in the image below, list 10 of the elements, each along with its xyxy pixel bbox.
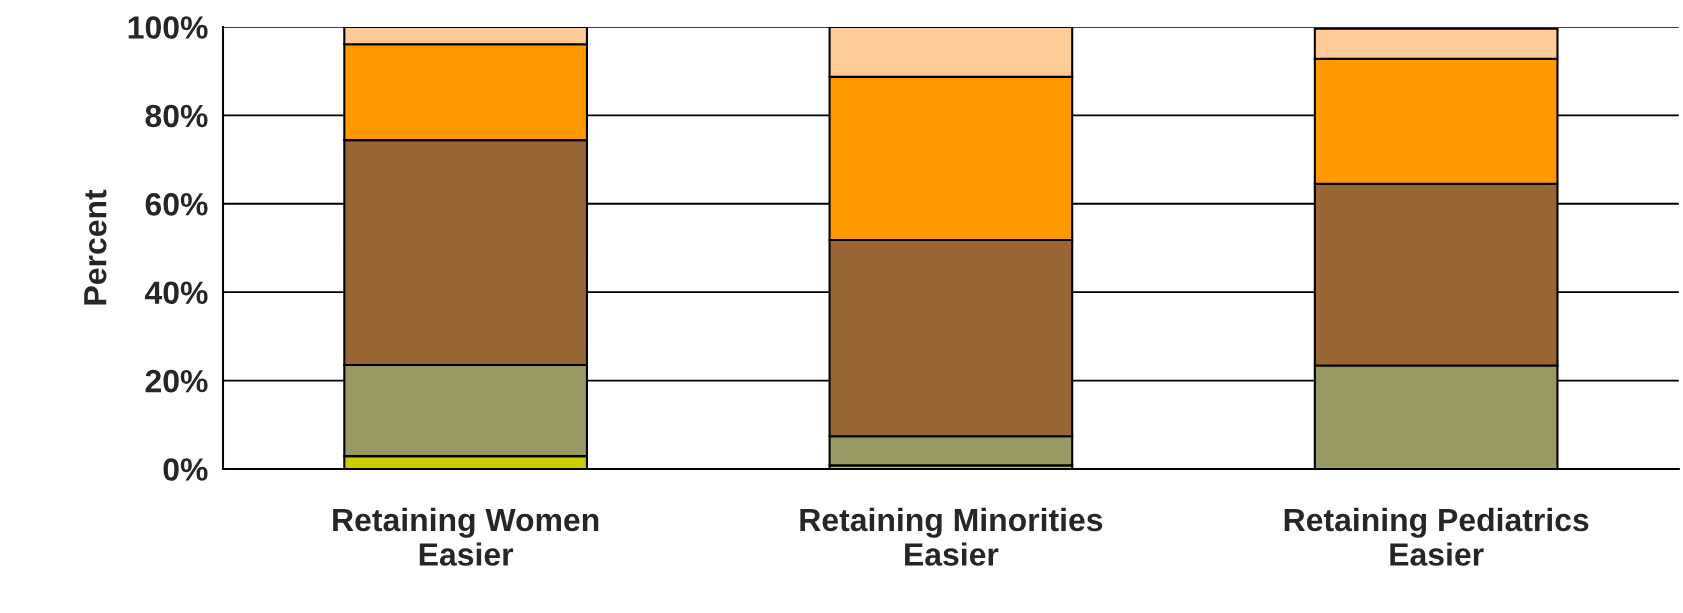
y-tick-label: 80% <box>145 104 208 128</box>
y-tick-label: 0% <box>163 458 208 481</box>
x-tick-label: Retaining Pediatrics Easier <box>1284 507 1589 566</box>
y-tick-label: 60% <box>145 193 208 216</box>
x-tick-label: Retaining Minorities Easier <box>800 507 1103 566</box>
y-tick-label: 40% <box>144 281 208 305</box>
x-tick-label: Retaining Women Easier <box>333 507 599 566</box>
y-tick-label: 100% <box>128 16 208 39</box>
y-axis-title: Percent <box>84 189 107 305</box>
y-tick-label: 20% <box>145 369 208 393</box>
